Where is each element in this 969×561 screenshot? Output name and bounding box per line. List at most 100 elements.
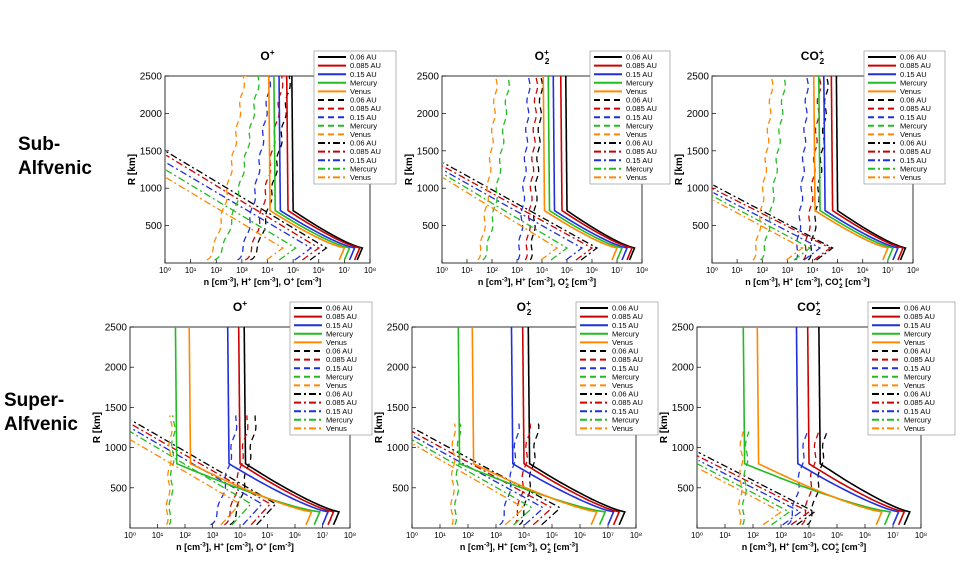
legend-label: Venus	[626, 173, 647, 182]
legend-label: 0.085 AU	[900, 61, 931, 70]
legend-label: Venus	[350, 130, 371, 139]
legend-label: 0.085 AU	[626, 61, 657, 70]
legend-label: Mercury	[612, 415, 639, 424]
series-line-hplus-2	[517, 76, 531, 261]
x-tick-label: 10⁰	[436, 266, 448, 275]
series-line-ion-1	[130, 422, 272, 526]
legend-label: 0.06 AU	[350, 96, 377, 105]
legend-label: Mercury	[326, 415, 353, 424]
x-tick-label: 10⁷	[882, 266, 894, 275]
series-line-hplus-0	[250, 76, 294, 261]
legend-box	[589, 50, 671, 185]
legend-label: 0.06 AU	[626, 53, 653, 62]
series-line-ion-4	[698, 467, 783, 526]
y-tick-label: 1000	[140, 184, 163, 195]
series-line-n-2	[278, 76, 356, 261]
series-line-n-2	[795, 327, 900, 526]
series-line-n-1	[559, 76, 634, 261]
x-tick-label: 10⁷	[338, 266, 350, 275]
legend-label: 0.15 AU	[350, 70, 377, 79]
legend-label: Venus	[900, 173, 921, 182]
legend-label: 0.085 AU	[626, 147, 657, 156]
series-line-ion-0	[165, 150, 328, 261]
y-tick-label: 1500	[140, 146, 163, 157]
x-tick-label: 10⁶	[289, 531, 301, 540]
series-line-ion-0	[131, 419, 277, 526]
series-line-n-2	[822, 76, 899, 261]
legend-label: 0.15 AU	[612, 364, 639, 373]
y-tick-label: 2000	[417, 109, 440, 120]
y-tick-label: 500	[692, 221, 709, 232]
legend-label: 0.06 AU	[326, 304, 353, 313]
series-lines	[442, 76, 636, 261]
legend-label: Venus	[326, 338, 347, 347]
x-tick-label: 10⁶	[859, 531, 871, 540]
legend-label: Venus	[350, 87, 371, 96]
x-tick-label: 10¹	[434, 531, 446, 540]
x-tick-label: 10⁰	[124, 531, 136, 540]
y-tick-label: 500	[110, 483, 127, 494]
legend-label: Mercury	[904, 372, 931, 381]
legend-label: 0.06 AU	[326, 390, 353, 399]
chart-title: CO+ 2	[801, 47, 825, 66]
series-lines	[712, 76, 907, 261]
legend-label: 0.085 AU	[326, 398, 357, 407]
series-line-n-0	[564, 76, 636, 261]
x-tick-label: 10⁴	[234, 531, 247, 540]
y-tick-label: 2000	[140, 109, 163, 120]
x-axis-label: n [cm-3], H+ [cm-3], CO+ 2 [cm-3]	[742, 541, 867, 555]
legend-label: Venus	[626, 130, 647, 139]
series-line-hplus-3	[760, 76, 786, 261]
series-line-hplus-3	[168, 415, 176, 526]
series-line-hplus-3	[482, 76, 510, 261]
legend-label: Mercury	[900, 78, 927, 87]
chart-panel-super-1: 500 1000 1500 2000 2500 10⁰ 10¹ 10² 10³ 10⁴ 10⁵ 10⁶…	[374, 298, 659, 555]
series-line-ion-3	[165, 169, 297, 261]
legend-label: Venus	[900, 87, 921, 96]
legend-label: 0.06 AU	[350, 139, 377, 148]
series-line-hplus-4	[450, 423, 456, 525]
x-tick-label: 10⁷	[602, 531, 614, 540]
row-label-sub-alfvenic: Sub- Alfvenic	[18, 134, 92, 179]
series-line-ion-0	[413, 427, 561, 526]
series-line-hplus-3	[741, 431, 750, 526]
legend-label: 0.06 AU	[626, 96, 653, 105]
series-lines	[130, 327, 341, 526]
x-tick-label: 10⁷	[611, 266, 623, 275]
legend-label: Venus	[612, 381, 633, 390]
series-line-n-4	[542, 76, 619, 261]
x-tick-label: 10¹	[152, 531, 164, 540]
legend-label: Mercury	[350, 78, 377, 87]
series-line-n-0	[243, 327, 341, 526]
series-line-n-1	[521, 327, 621, 526]
legend-label: 0.15 AU	[900, 113, 927, 122]
x-tick-label: 10³	[490, 531, 502, 540]
legend-box	[313, 50, 397, 185]
y-tick-label: 1500	[687, 146, 710, 157]
y-tick-label: 1000	[105, 443, 128, 454]
series-lines	[165, 76, 364, 261]
x-tick-label: 10⁰	[706, 266, 718, 275]
x-tick-label: 10⁵	[546, 531, 558, 540]
x-tick-label: 10⁸	[364, 266, 376, 275]
y-tick-label: 2500	[687, 72, 710, 83]
series-line-hplus-4	[738, 431, 744, 525]
x-tick-label: 10¹	[461, 266, 473, 275]
series-line-hplus-3	[454, 423, 462, 526]
x-tick-label: 10⁸	[344, 531, 356, 540]
series-line-n-4	[756, 327, 883, 526]
series-line-ion-3	[412, 439, 533, 526]
x-tick-label: 10⁵	[832, 266, 844, 275]
series-line-ion-4	[713, 199, 804, 261]
legend-label: 0.15 AU	[900, 156, 927, 165]
series-line-hplus-0	[807, 76, 829, 261]
legend-label: 0.06 AU	[904, 347, 931, 356]
x-tick-label: 10³	[511, 266, 523, 275]
x-tick-label: 10⁵	[287, 266, 299, 275]
legend-label: 0.085 AU	[612, 312, 643, 321]
series-line-n-3	[273, 76, 351, 261]
x-tick-label: 10⁶	[574, 531, 586, 540]
series-line-ion-3	[697, 463, 791, 526]
series-line-n-0	[835, 76, 907, 261]
x-tick-label: 10²	[486, 266, 498, 275]
